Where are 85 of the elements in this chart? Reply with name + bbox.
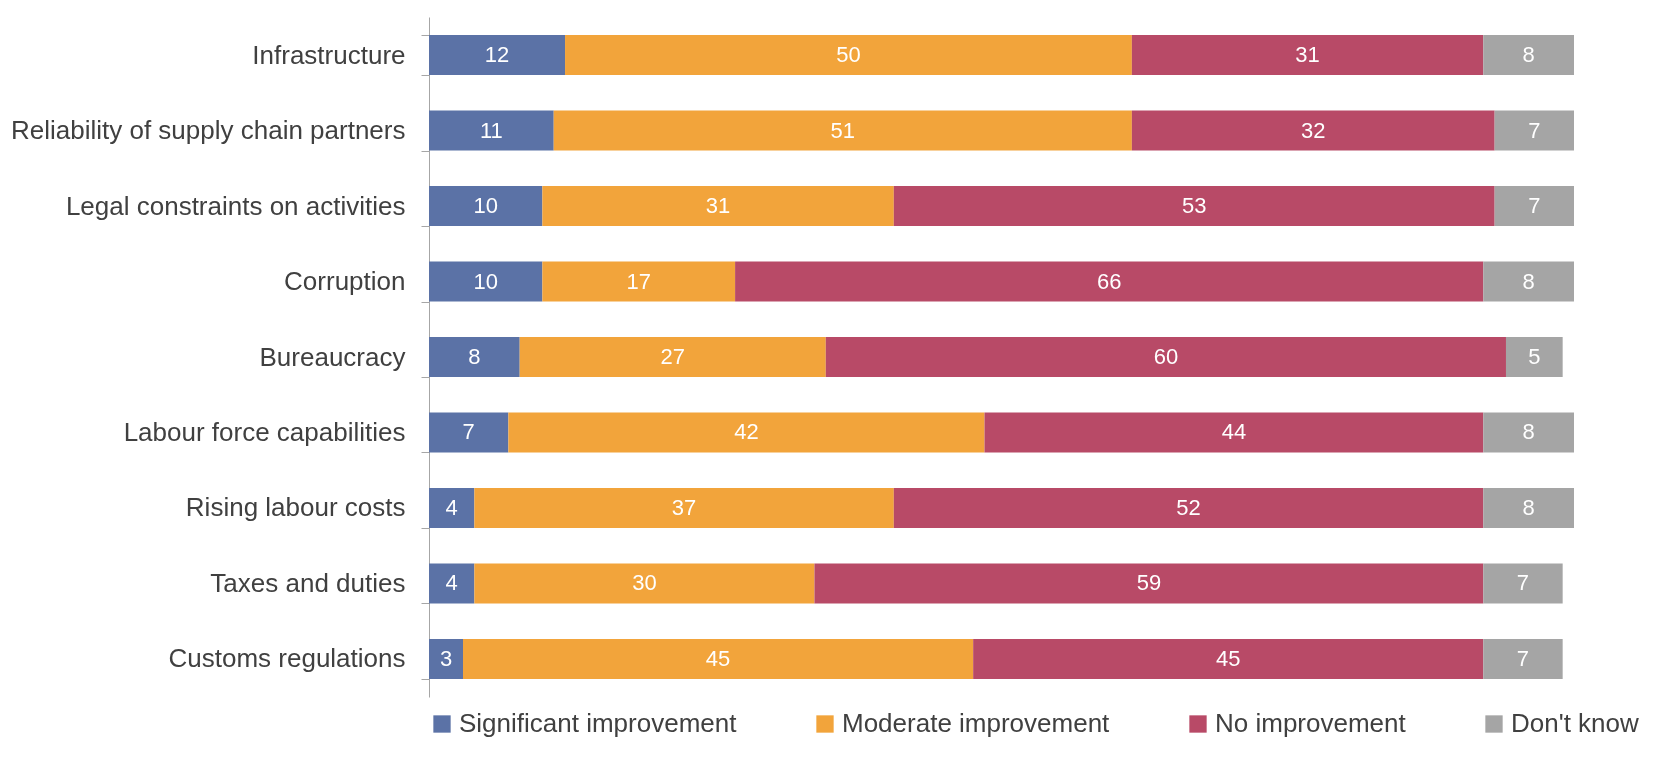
data-label: 31 <box>705 193 731 219</box>
data-label: 4 <box>445 494 458 520</box>
bar <box>1483 563 1563 604</box>
data-label: 3 <box>439 645 453 671</box>
bar <box>508 412 985 453</box>
data-label: 37 <box>671 494 697 520</box>
bar <box>553 110 1132 151</box>
data-label: 7 <box>1528 117 1541 143</box>
data-label: 7 <box>1528 193 1541 219</box>
data-label: 59 <box>1136 570 1162 596</box>
data-label: 45 <box>705 645 731 671</box>
bar <box>565 35 1132 76</box>
bar <box>519 337 826 377</box>
y-tick-label: Labour force capabilities <box>123 416 406 447</box>
data-label: 12 <box>484 42 510 68</box>
legend-label: Don't know <box>1511 708 1640 738</box>
data-label: 42 <box>734 419 759 445</box>
bar <box>429 186 543 227</box>
bar <box>429 35 566 76</box>
bar <box>1483 412 1574 453</box>
data-label: 44 <box>1221 419 1247 445</box>
bar <box>973 638 1484 679</box>
data-label: 66 <box>1096 268 1122 294</box>
bar <box>1494 110 1574 151</box>
data-label: 8 <box>1522 494 1535 520</box>
data-label: 7 <box>1516 570 1530 596</box>
data-label: 27 <box>660 344 685 369</box>
data-label: 7 <box>1516 645 1530 671</box>
bar <box>1483 261 1574 302</box>
data-label: 50 <box>836 42 861 68</box>
bar <box>814 563 1484 604</box>
data-label: 60 <box>1153 344 1179 369</box>
bar <box>1483 35 1574 76</box>
bar <box>429 412 509 453</box>
data-label: 17 <box>626 268 651 294</box>
bar <box>542 261 736 302</box>
data-label: 52 <box>1176 494 1201 520</box>
bar <box>1131 110 1495 151</box>
bar <box>893 186 1495 227</box>
data-label: 5 <box>1528 344 1541 369</box>
bar <box>893 487 1484 528</box>
data-label: 8 <box>1522 42 1535 68</box>
y-tick-label: Legal constraints on activities <box>65 190 406 221</box>
data-label: 8 <box>1522 268 1535 294</box>
data-label: 8 <box>468 344 481 369</box>
y-tick-label: Taxes and duties <box>210 567 406 598</box>
y-tick-label: Reliability of supply chain partners <box>10 115 406 146</box>
data-label: 51 <box>830 117 856 143</box>
y-tick-label: Infrastructure <box>252 39 406 70</box>
data-label: 30 <box>632 570 657 596</box>
data-label: 11 <box>479 117 503 143</box>
bar <box>429 337 520 377</box>
data-label: 8 <box>1522 419 1535 445</box>
bar <box>429 638 464 679</box>
legend-label: Moderate improvement <box>842 708 1111 738</box>
bar <box>1483 487 1574 528</box>
y-tick-label: Bureaucracy <box>259 341 406 372</box>
bar <box>735 261 1484 302</box>
bar <box>1505 337 1563 377</box>
bar <box>1131 35 1484 76</box>
y-tick-label: Rising labour costs <box>185 492 406 523</box>
bar <box>463 638 974 679</box>
data-label: 7 <box>462 419 475 445</box>
bar <box>429 487 475 528</box>
data-label: 10 <box>473 268 498 294</box>
data-label: 4 <box>445 570 458 596</box>
bar <box>825 337 1506 377</box>
data-label: 31 <box>1295 42 1320 68</box>
bar <box>429 563 475 604</box>
bar <box>429 110 554 151</box>
data-label: 45 <box>1215 645 1241 671</box>
y-tick-label: Corruption <box>284 266 406 297</box>
legend-label: Significant improvement <box>459 708 738 738</box>
bar <box>984 412 1484 453</box>
data-label: 32 <box>1301 117 1326 143</box>
bar <box>542 186 894 227</box>
bar <box>429 261 543 302</box>
data-label: 53 <box>1181 193 1207 219</box>
bar <box>1483 638 1563 679</box>
bar <box>1494 186 1574 227</box>
bar <box>474 487 894 528</box>
data-label: 10 <box>473 193 498 219</box>
y-tick-label: Customs regulations <box>168 643 406 674</box>
bar <box>474 563 815 604</box>
legend-label: No improvement <box>1215 708 1407 738</box>
